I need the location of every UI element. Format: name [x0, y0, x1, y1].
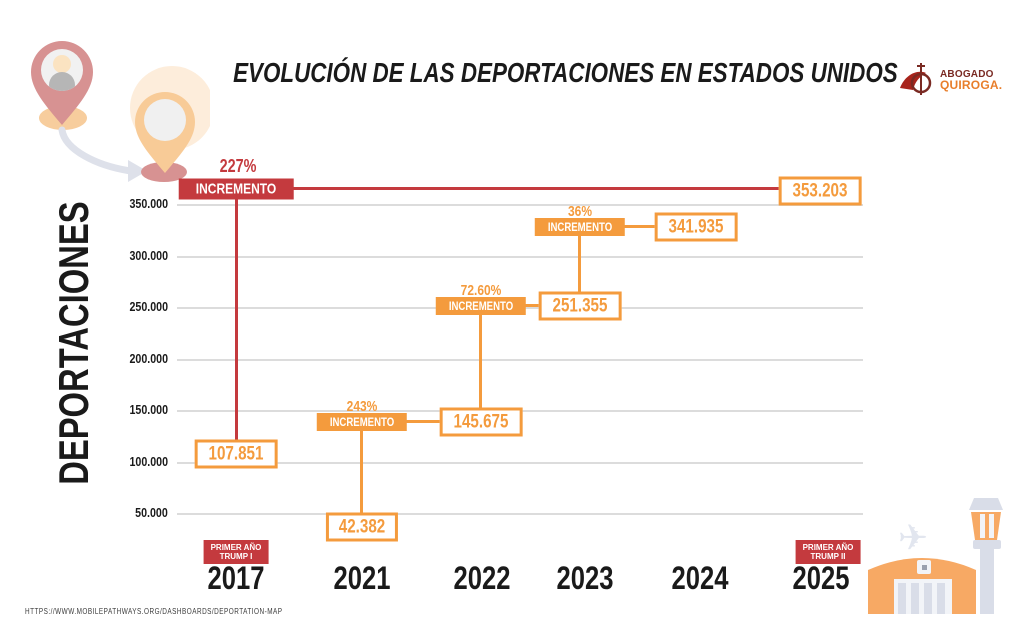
gridline-350000 [177, 204, 863, 206]
x-tick-2022: 2022 [453, 560, 511, 596]
y-tick: 350.000 [129, 196, 168, 211]
increment-pct-227: 227% [219, 156, 257, 176]
y-tick: 250.000 [129, 299, 168, 314]
logo-name-top: ABOGADO [940, 69, 994, 80]
gridline-50000 [177, 513, 863, 515]
page-title-text: EVOLUCIÓN DE LAS DEPORTACIONES EN ESTADO… [233, 57, 898, 88]
page-title: EVOLUCIÓN DE LAS DEPORTACIONES EN ESTADO… [150, 57, 898, 89]
value-box-2017: 107.851 [194, 439, 278, 469]
connector-red-vertical [235, 198, 238, 441]
increment-badge-36: INCREMENTO [534, 218, 626, 236]
value-box-2022: 145.675 [439, 407, 523, 437]
location-pins-icon [31, 41, 210, 182]
gridline-200000 [177, 359, 863, 361]
connector-36-horizontal [618, 225, 662, 228]
y-tick: 200.000 [129, 351, 168, 366]
connector-243-vertical [360, 430, 363, 514]
increment-pct-36: 36% [567, 203, 593, 220]
connector-72-vertical [479, 314, 482, 409]
gridline-300000 [177, 256, 863, 258]
value-box-2025: 353.203 [778, 176, 862, 206]
x-tick-2024: 2024 [671, 560, 729, 596]
connector-red-horizontal [288, 187, 787, 190]
connector-36-vertical [578, 235, 581, 293]
value-box-2024: 341.935 [654, 212, 738, 242]
increment-badge-243: INCREMENTO [316, 413, 408, 431]
value-box-2021: 42.382 [325, 512, 399, 542]
connector-243-horizontal [400, 420, 447, 423]
y-tick: 100.000 [129, 454, 168, 469]
y-tick: 150.000 [129, 402, 168, 417]
badge-primer-ano-trump-2: PRIMER AÑO TRUMP II [795, 540, 861, 564]
value-box-2023: 251.355 [538, 291, 622, 321]
x-tick-2025: 2025 [792, 560, 850, 596]
logo-name-bottom: QUIROGA. [940, 78, 1003, 92]
brand-logo: ABOGADO QUIROGA. [898, 58, 1008, 102]
increment-badge-227: INCREMENTO [178, 178, 294, 200]
connector-72-horizontal [519, 304, 546, 307]
logo-icon [900, 63, 932, 95]
y-tick: 300.000 [129, 248, 168, 263]
x-tick-2023: 2023 [556, 560, 614, 596]
source-url: HTTPS://WWW.MOBILEPATHWAYS.ORG/DASHBOARD… [25, 607, 283, 616]
y-tick: 50.000 [135, 505, 168, 520]
airport-icon: ✈ [868, 498, 1003, 614]
badge-primer-ano-trump-1: PRIMER AÑO TRUMP I [203, 540, 269, 564]
increment-pct-243: 243% [346, 398, 378, 415]
increment-pct-72: 72.60% [460, 282, 502, 299]
x-tick-2017: 2017 [207, 560, 265, 596]
gridline-100000 [177, 462, 863, 464]
increment-badge-72: INCREMENTO [435, 297, 527, 315]
svg-text:✈: ✈ [898, 518, 928, 559]
x-tick-2021: 2021 [333, 560, 391, 596]
